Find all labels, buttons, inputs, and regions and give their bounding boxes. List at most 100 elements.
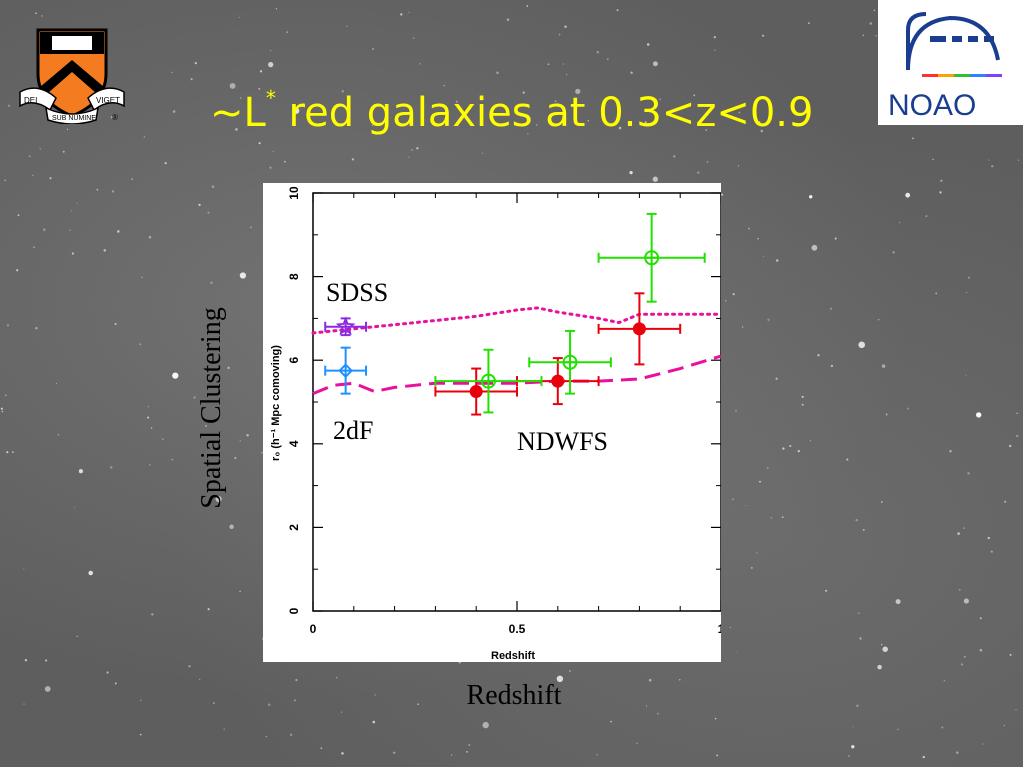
star [858, 341, 866, 349]
star [43, 228, 46, 231]
star [713, 36, 716, 39]
star [757, 238, 759, 240]
star [652, 61, 658, 67]
star [455, 100, 458, 103]
star [758, 121, 761, 124]
star [70, 210, 72, 212]
star [535, 124, 538, 126]
star [979, 617, 982, 620]
star [858, 612, 860, 615]
star [679, 679, 681, 681]
star [892, 251, 895, 254]
star [940, 179, 943, 182]
star [735, 651, 737, 653]
star [630, 71, 633, 74]
star [400, 13, 403, 16]
star [214, 373, 217, 377]
star [925, 215, 928, 217]
star [229, 82, 236, 89]
star [748, 227, 750, 230]
star [693, 94, 696, 97]
star [869, 22, 873, 25]
star [834, 237, 837, 240]
star [23, 568, 25, 570]
star [213, 702, 215, 704]
star [967, 472, 970, 475]
star [564, 25, 567, 28]
star [1, 410, 4, 413]
star [956, 751, 959, 754]
star [139, 733, 142, 736]
star [372, 124, 374, 126]
star [28, 155, 31, 158]
star [817, 354, 820, 357]
star [11, 451, 14, 454]
star [57, 434, 60, 436]
star [556, 675, 564, 682]
star [716, 754, 719, 757]
star [8, 104, 11, 107]
star [41, 15, 43, 17]
star [990, 550, 993, 553]
star [767, 318, 770, 321]
star [880, 643, 883, 646]
star [151, 613, 154, 616]
star [809, 440, 811, 442]
star [1004, 500, 1007, 503]
noao-logo-text: NOAO [888, 89, 976, 122]
star [408, 11, 410, 13]
star [392, 751, 396, 755]
star [527, 133, 529, 135]
star [706, 161, 709, 163]
star [468, 744, 471, 746]
star [1015, 434, 1019, 438]
star [286, 31, 288, 33]
star [33, 246, 35, 248]
star [1003, 724, 1006, 727]
star [762, 255, 765, 257]
star [207, 608, 210, 611]
star [745, 504, 747, 507]
star [4, 179, 7, 182]
star [1009, 444, 1012, 448]
star [408, 156, 410, 158]
star [895, 599, 901, 605]
star [705, 129, 708, 131]
ndwfs-label: NDWFS [517, 427, 609, 456]
star [979, 648, 983, 652]
star [877, 318, 880, 321]
star [808, 195, 813, 199]
star [856, 704, 859, 708]
motto-left: DEI [24, 96, 37, 105]
star [44, 659, 48, 662]
star [618, 126, 622, 130]
star [268, 61, 274, 68]
star [659, 98, 661, 100]
star [648, 678, 652, 682]
star [172, 372, 179, 379]
star [673, 155, 676, 158]
star [223, 728, 225, 730]
star [7, 324, 9, 327]
star [39, 148, 41, 150]
filled-circle-point [551, 374, 565, 388]
star [62, 150, 65, 153]
star [141, 276, 143, 278]
star [801, 403, 804, 406]
star [782, 447, 785, 450]
star [190, 78, 193, 81]
star [16, 269, 19, 272]
star [851, 745, 855, 749]
star [846, 458, 849, 461]
star [78, 469, 83, 474]
star [949, 449, 952, 453]
star [283, 160, 286, 163]
star [450, 754, 453, 756]
title-superscript: * [265, 86, 276, 110]
star [526, 5, 529, 7]
title-rest: red galaxies at 0.3<z<0.9 [275, 90, 814, 136]
star [756, 552, 758, 554]
y-tick-label: 10 [287, 186, 301, 200]
star [199, 678, 201, 680]
star [149, 464, 151, 466]
